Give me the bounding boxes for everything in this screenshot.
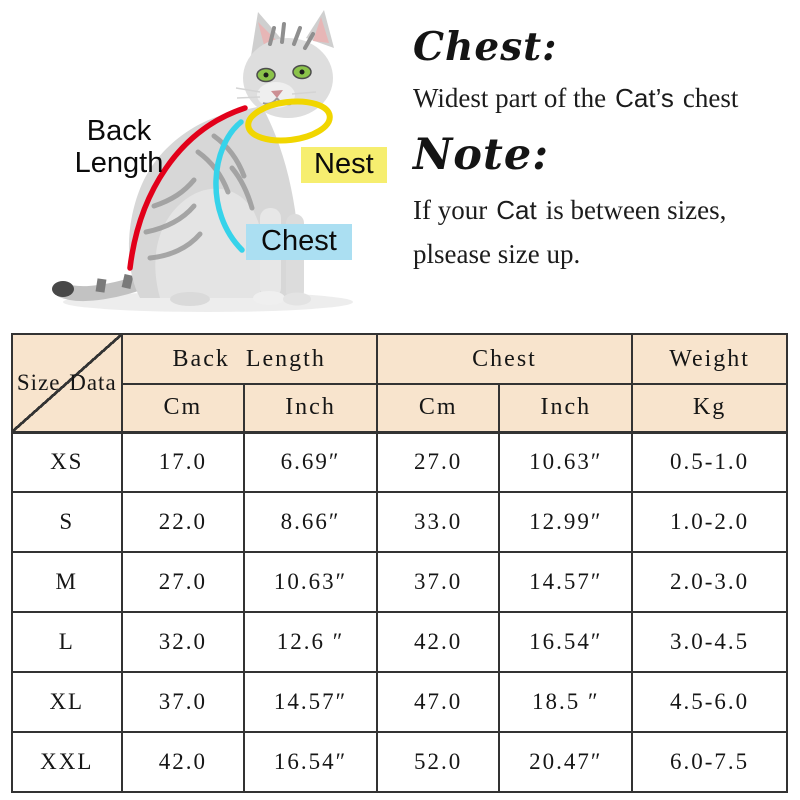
- cat-pupil: [263, 72, 269, 78]
- data-cell: 52.0: [375, 731, 501, 793]
- table-row: XL 37.0 14.57″ 47.0 18.5 ″ 4.5-6.0: [11, 671, 788, 733]
- col-group-back-length: Back Length: [120, 333, 378, 385]
- size-cell: XL: [11, 671, 123, 733]
- size-cell: XS: [11, 430, 123, 493]
- data-cell: 8.66″: [243, 491, 378, 553]
- data-cell: 42.0: [120, 731, 246, 793]
- size-table: Size Data Back Length Chest Weight Cm In…: [11, 333, 788, 793]
- cat-nose: [271, 90, 283, 98]
- size-cell: S: [11, 491, 123, 553]
- data-cell: 12.6 ″: [243, 611, 378, 673]
- cat-forehead-stripes: [268, 22, 315, 50]
- cat-paw: [283, 292, 311, 306]
- chest-desc-part: chest: [682, 82, 739, 113]
- data-cell: 27.0: [120, 551, 246, 613]
- data-cell: 6.0-7.5: [631, 731, 788, 793]
- chest-desc-part: Widest part of the: [413, 82, 607, 113]
- back-length-label: Back Length: [58, 115, 180, 180]
- note-line2: plsease size up.: [413, 238, 581, 269]
- data-cell: 47.0: [375, 671, 501, 733]
- chest-heading: Chest:: [413, 24, 558, 70]
- note-heading: Note:: [413, 130, 550, 181]
- data-cell: 3.0-4.5: [631, 611, 788, 673]
- data-cell: 6.69″: [243, 430, 378, 493]
- size-cell: L: [11, 611, 123, 673]
- subheader-inch: Inch: [498, 383, 634, 433]
- back-length-label-line2: Length: [74, 146, 164, 179]
- cat-ear-inner: [313, 17, 329, 43]
- table-row: M 27.0 10.63″ 37.0 14.57″ 2.0-3.0: [11, 551, 788, 613]
- table-row: L 32.0 12.6 ″ 42.0 16.54″ 3.0-4.5: [11, 611, 788, 673]
- data-cell: 14.57″: [498, 551, 634, 613]
- data-cell: 10.63″: [498, 430, 634, 493]
- cat-stripes: [143, 133, 255, 261]
- cat-tail-tip: [52, 281, 74, 297]
- subheader-kg: Kg: [631, 383, 788, 433]
- cat-paw: [170, 292, 210, 306]
- cat-measurement-diagram: Back Length Nest Chest: [0, 0, 410, 330]
- data-cell: 12.99″: [498, 491, 634, 553]
- data-cell: 18.5 ″: [498, 671, 634, 733]
- data-cell: 4.5-6.0: [631, 671, 788, 733]
- measurement-notes: Chest: Widest part of the Cat’s chest Note…: [413, 26, 799, 276]
- chest-line: [213, 119, 245, 253]
- table-row: XS 17.0 6.69″ 27.0 10.63″ 0.5-1.0: [11, 430, 788, 493]
- data-cell: 0.5-1.0: [631, 430, 788, 493]
- nest-ring: [245, 98, 333, 144]
- note-cat-word: Cat: [496, 195, 537, 226]
- table-row: XXL 42.0 16.54″ 52.0 20.47″ 6.0-7.5: [11, 731, 788, 793]
- cat-tail-stripes: [95, 273, 134, 293]
- size-cell: XXL: [11, 731, 123, 793]
- note-text: If your Cat is between sizes, plsease size …: [413, 189, 799, 275]
- data-cell: 10.63″: [243, 551, 378, 613]
- chest-description: Widest part of the Cat’s chest: [413, 79, 799, 118]
- subheader-cm: Cm: [375, 383, 501, 433]
- data-cell: 14.57″: [243, 671, 378, 733]
- table-row: S 22.0 8.66″ 33.0 12.99″ 1.0-2.0: [11, 491, 788, 553]
- data-cell: 16.54″: [498, 611, 634, 673]
- data-cell: 37.0: [375, 551, 501, 613]
- cat-pupil: [299, 69, 305, 75]
- data-cell: 37.0: [120, 671, 246, 733]
- data-cell: 1.0-2.0: [631, 491, 788, 553]
- back-length-line: [127, 105, 248, 271]
- data-cell: 17.0: [120, 430, 246, 493]
- data-cell: 27.0: [375, 430, 501, 493]
- size-cell: M: [11, 551, 123, 613]
- chest-label: Chest: [246, 224, 352, 260]
- note-part: is between sizes,: [545, 195, 727, 226]
- data-cell: 32.0: [120, 611, 246, 673]
- data-cell: 2.0-3.0: [631, 551, 788, 613]
- corner-cell-size-data: Size Data: [11, 333, 123, 433]
- note-part: If your: [413, 195, 488, 226]
- data-cell: 20.47″: [498, 731, 634, 793]
- data-cell: 16.54″: [243, 731, 378, 793]
- nest-label: Nest: [301, 147, 387, 183]
- col-group-weight: Weight: [631, 333, 788, 385]
- cat-whiskers: [235, 87, 317, 99]
- chest-desc-cat-word: Cat’s: [615, 82, 674, 113]
- subheader-cm: Cm: [120, 383, 246, 433]
- data-cell: 42.0: [375, 611, 501, 673]
- col-group-chest: Chest: [375, 333, 634, 385]
- subheader-inch: Inch: [243, 383, 378, 433]
- data-cell: 33.0: [375, 491, 501, 553]
- cat-paw: [253, 291, 285, 305]
- data-cell: 22.0: [120, 491, 246, 553]
- back-length-label-line1: Back: [86, 115, 152, 147]
